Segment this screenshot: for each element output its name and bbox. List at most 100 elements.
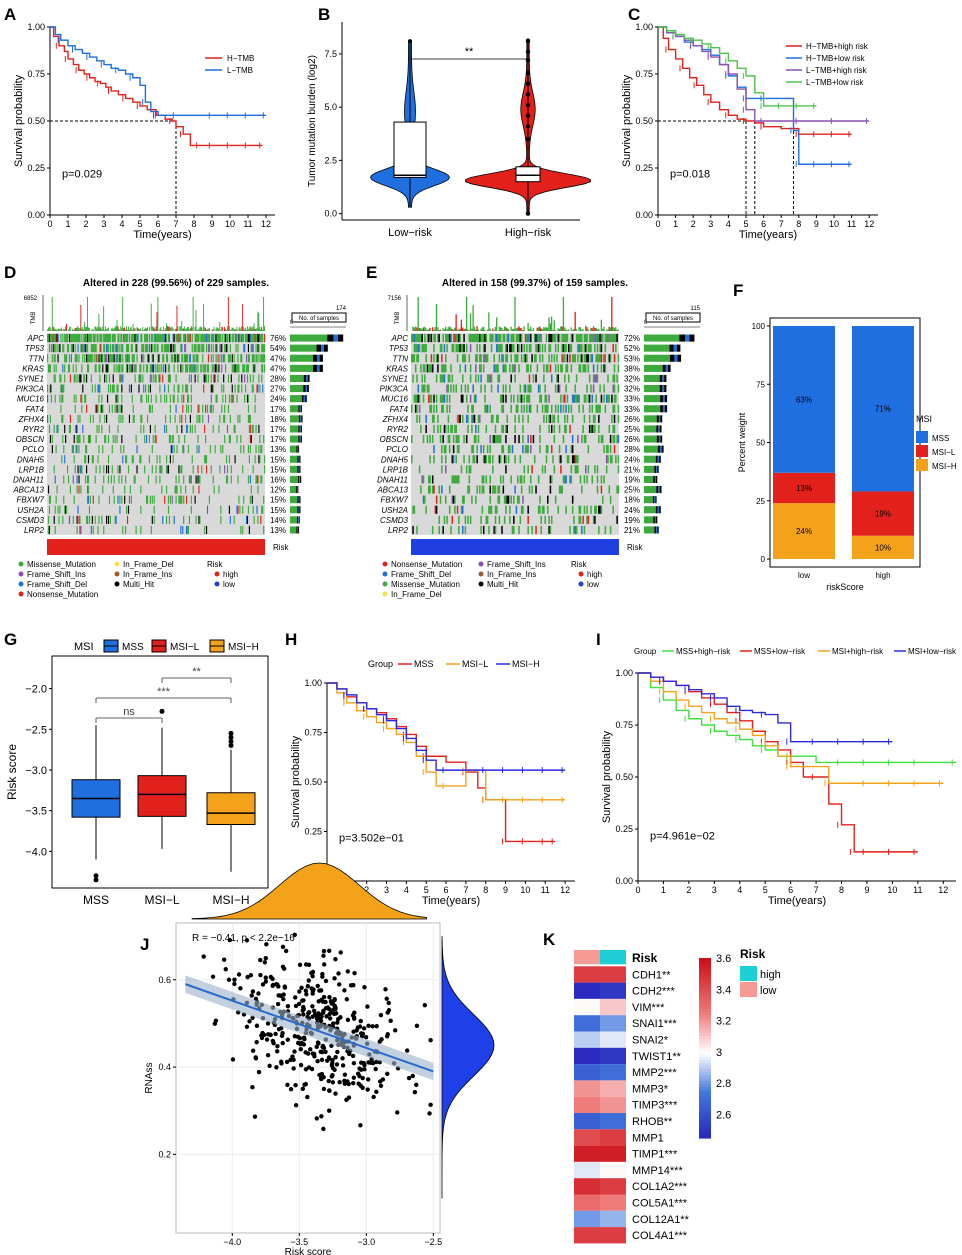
tmb-bar-D: [217, 327, 219, 331]
mutation-cell-E: [479, 364, 481, 373]
mutation-cell-E: [583, 435, 586, 444]
mutation-cell-E: [514, 414, 516, 423]
y-tick-label-G: −2.5: [25, 724, 47, 736]
mutation-cell-D: [68, 334, 71, 343]
mutation-cell-D: [106, 374, 108, 383]
mutation-cell-E: [509, 515, 511, 524]
tmb-bar-D: [212, 329, 214, 331]
mutation-cell-D: [107, 455, 110, 464]
mutation-cell-D: [56, 485, 58, 494]
mutation-cell-E: [450, 424, 452, 433]
mutation-cell-E: [498, 344, 501, 353]
mutation-cell-D: [188, 515, 190, 524]
mutation-cell-D: [144, 465, 146, 474]
mutation-cell-E: [514, 455, 516, 464]
tmb-bar-E: [608, 326, 610, 331]
mutation-cell-E: [550, 424, 553, 433]
mutation-cell-D: [86, 465, 88, 474]
percent-label-E: 26%: [624, 415, 640, 424]
mutation-cell-E: [591, 354, 594, 363]
mutation-cell-D: [238, 495, 240, 504]
legend-label-D: Multi_Hit: [123, 580, 155, 589]
km-curve-A-1: [50, 26, 266, 117]
mutation-cell-D: [106, 334, 109, 343]
colorbar-segment-K: [699, 1102, 711, 1106]
scatter-point-J: [306, 962, 312, 968]
mutation-cell-E: [600, 334, 603, 343]
mutation-cell-D: [217, 334, 219, 343]
mutation-cell-D: [175, 374, 177, 383]
colorbar-segment-K: [699, 1051, 711, 1055]
scatter-point-J: [405, 1048, 410, 1053]
scatter-point-J: [383, 987, 388, 992]
mutation-cell-E: [513, 394, 515, 403]
percent-label-E: 26%: [624, 435, 640, 444]
mutation-cell-E: [472, 384, 474, 393]
mutation-cell-D: [151, 354, 153, 363]
mutation-cell-E: [456, 505, 459, 514]
mutation-cell-D: [136, 354, 138, 363]
mutation-cell-D: [66, 344, 69, 353]
mutation-cell-E: [545, 455, 548, 464]
mutation-cell-E: [579, 354, 582, 363]
mutation-cell-D: [121, 495, 123, 504]
tmb-bar-D: [257, 311, 259, 331]
tmb-bar-D: [208, 328, 210, 331]
mutation-cell-E: [475, 495, 477, 504]
mutation-cell-D: [126, 344, 128, 353]
tmb-bar-D: [238, 328, 240, 331]
mutation-cell-E: [543, 505, 545, 514]
tmb-bar-E: [550, 316, 553, 331]
mutation-cell-E: [539, 384, 541, 393]
tmb-bar-E: [476, 326, 478, 331]
mutation-cell-E: [586, 475, 588, 484]
mutation-cell-D: [203, 384, 205, 393]
mutation-cell-E: [482, 455, 485, 464]
mutation-cell-E: [545, 445, 548, 454]
mutation-cell-D: [165, 414, 167, 423]
scatter-point-J: [291, 1066, 296, 1071]
tmb-bar-D: [48, 326, 50, 331]
mutation-cell-D: [210, 394, 212, 403]
mutation-cell-D: [130, 364, 132, 373]
percent-label-D: 27%: [270, 385, 286, 394]
tmb-bar-E: [496, 317, 498, 331]
mutation-cell-D: [251, 344, 253, 353]
mutation-cell-E: [575, 394, 578, 403]
sample-count-bar-D: [305, 385, 308, 393]
mutation-cell-E: [446, 515, 448, 524]
mutation-cell-D: [187, 525, 190, 534]
mutation-cell-D: [92, 495, 94, 504]
mutation-cell-E: [498, 374, 501, 383]
x-tick-label-J: −3.5: [290, 1237, 308, 1247]
mutation-cell-E: [590, 344, 592, 353]
tmb-bar-D: [206, 329, 208, 331]
mutation-cell-E: [519, 384, 522, 393]
colorbar-segment-K: [699, 1108, 711, 1112]
mutation-cell-E: [422, 384, 425, 393]
percent-label-D: 76%: [270, 334, 286, 343]
sample-count-bar-E: [644, 415, 657, 423]
mutation-cell-E: [516, 475, 519, 484]
mutation-cell-E: [599, 354, 601, 363]
mutation-cell-D: [249, 414, 251, 423]
mutation-cell-D: [99, 364, 101, 373]
mutation-cell-D: [197, 374, 199, 383]
mutation-cell-E: [416, 394, 418, 403]
mutation-cell-D: [260, 354, 262, 363]
mutation-cell-E: [616, 334, 618, 343]
mutation-cell-D: [228, 354, 230, 363]
mutation-cell-D: [70, 344, 72, 353]
mutation-cell-E: [523, 475, 526, 484]
sample-count-bar-D: [299, 506, 301, 514]
mutation-cell-D: [120, 334, 122, 343]
scatter-point-J: [350, 1080, 356, 1086]
colorbar-segment-K: [699, 967, 711, 971]
mutation-cell-E: [413, 394, 416, 403]
mutation-cell-D: [186, 354, 189, 363]
colorbar-segment-K: [699, 961, 711, 965]
row-label-K: VIM***: [632, 1002, 665, 1014]
mutation-cell-D: [121, 394, 123, 403]
mutation-cell-E: [472, 445, 474, 454]
mutation-cell-D: [118, 404, 120, 413]
